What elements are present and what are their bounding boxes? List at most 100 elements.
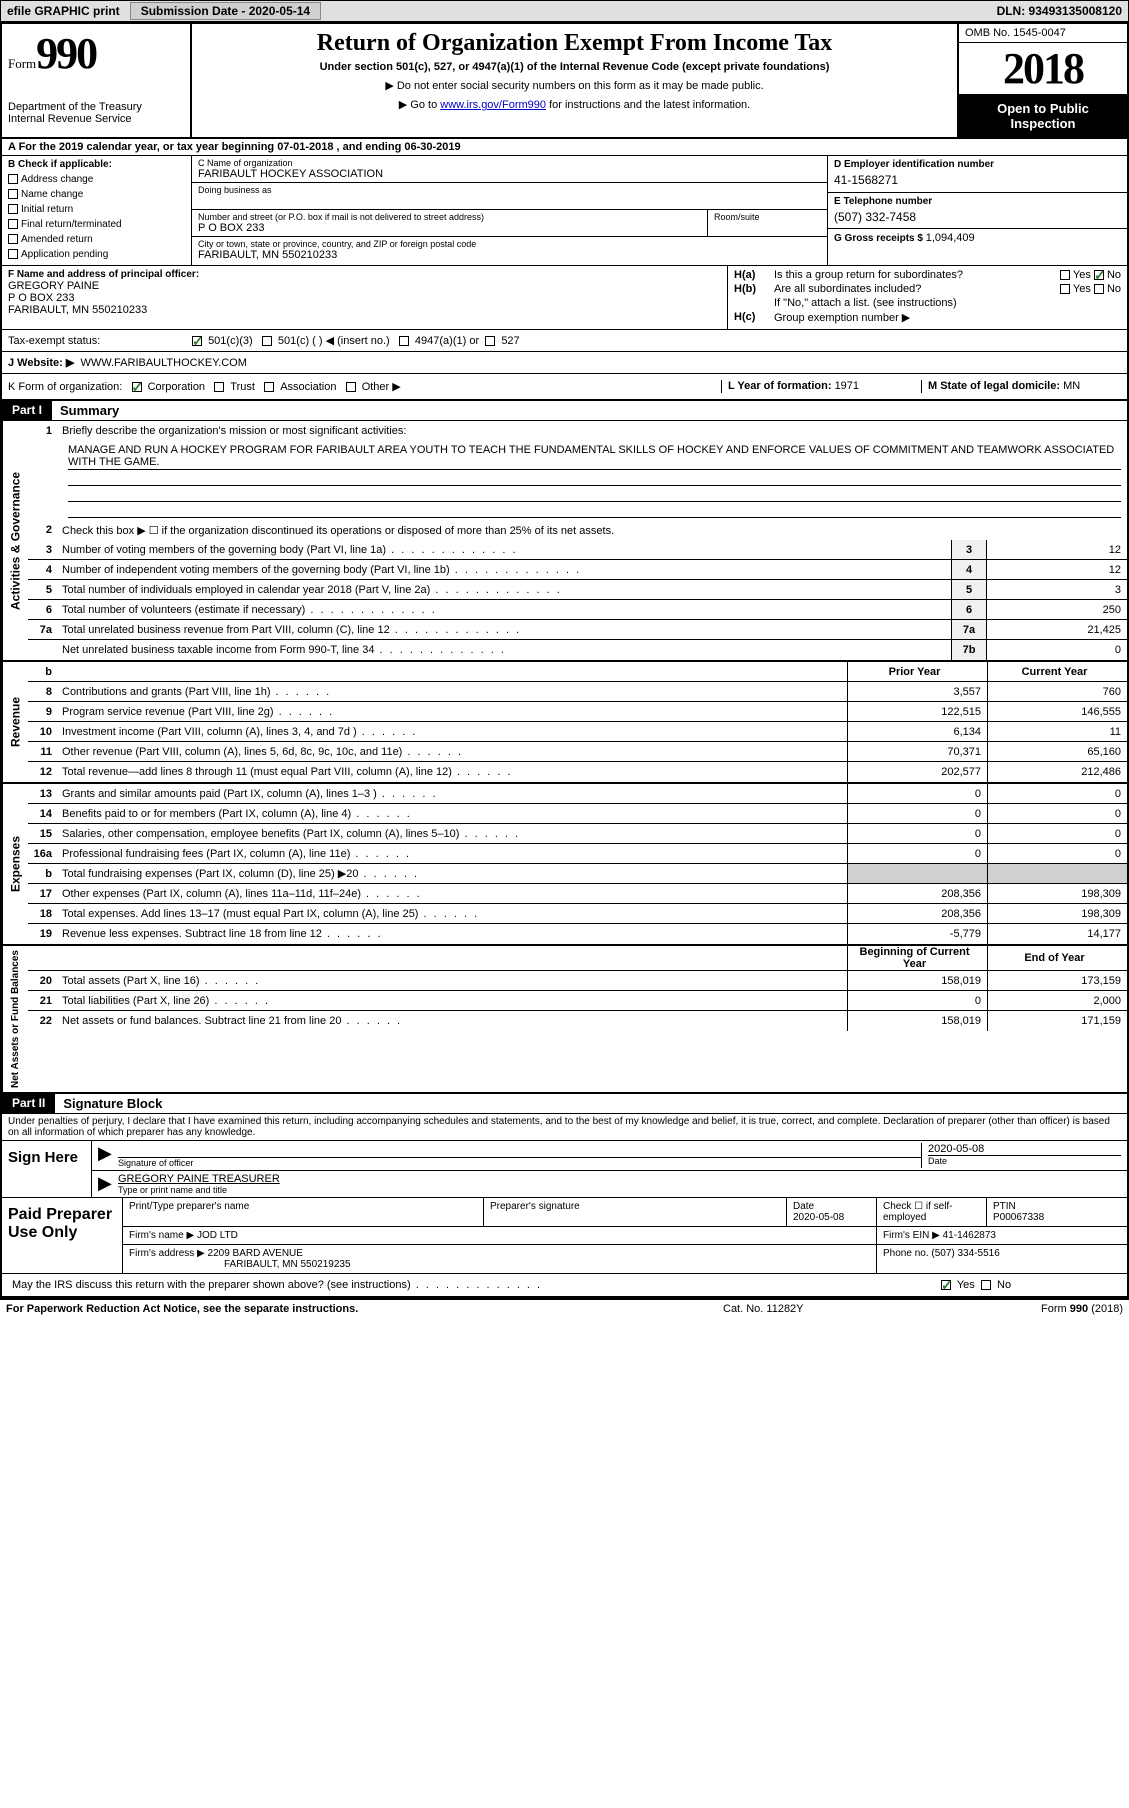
phone-value: (507) 334-5516 — [931, 1248, 999, 1259]
part2-badge: Part II — [2, 1094, 55, 1113]
chk-other[interactable] — [346, 382, 356, 392]
firm-name: JOD LTD — [197, 1230, 238, 1241]
part1-title: Summary — [52, 401, 127, 420]
hb-answer: Yes No — [1060, 283, 1121, 295]
sig-date-label: Date — [928, 1155, 1121, 1166]
part1-badge: Part I — [2, 401, 52, 420]
side-revenue: Revenue — [2, 662, 28, 782]
chk-527[interactable] — [485, 336, 495, 346]
form-word: Form — [8, 56, 36, 71]
form-title: Return of Organization Exempt From Incom… — [200, 30, 949, 57]
revenue-section: Revenue b Prior Year Current Year 8Contr… — [2, 662, 1127, 784]
ein-value: 41-1568271 — [834, 173, 1121, 187]
expenses-section: Expenses 13Grants and similar amounts pa… — [2, 784, 1127, 946]
submission-date-button[interactable]: Submission Date - 2020-05-14 — [130, 2, 321, 20]
table-row: Net unrelated business taxable income fr… — [28, 640, 1127, 660]
signature-officer-label: Signature of officer — [118, 1157, 921, 1168]
table-row: 15Salaries, other compensation, employee… — [28, 824, 1127, 844]
form-ref: Form 990 (2018) — [923, 1303, 1123, 1315]
form-number: 990 — [36, 29, 96, 78]
section-b-c-d: B Check if applicable: Address change Na… — [2, 156, 1127, 266]
chk-4947[interactable] — [399, 336, 409, 346]
hb-note: If "No," attach a list. (see instruction… — [774, 297, 1121, 309]
officer-addr1: P O BOX 233 — [8, 292, 721, 304]
irs-link[interactable]: www.irs.gov/Form990 — [440, 99, 546, 111]
net-assets-section: Net Assets or Fund Balances Beginning of… — [2, 946, 1127, 1094]
website-value: WWW.FARIBAULTHOCKEY.COM — [80, 357, 246, 369]
col-h-group: H(a) Is this a group return for subordin… — [727, 266, 1127, 329]
firm-ein: 41-1462873 — [943, 1230, 996, 1241]
ha-label: H(a) — [734, 269, 774, 281]
chk-name-change[interactable]: Name change — [8, 187, 185, 202]
pp-name-label: Print/Type preparer's name — [129, 1201, 477, 1212]
hdr-beginning-year: Beginning of Current Year — [847, 946, 987, 970]
table-row: 19Revenue less expenses. Subtract line 1… — [28, 924, 1127, 944]
chk-corp[interactable] — [132, 382, 142, 392]
chk-assoc[interactable] — [264, 382, 274, 392]
dba-label: Doing business as — [198, 185, 821, 195]
discuss-question: May the IRS discuss this return with the… — [8, 1277, 941, 1293]
table-row: 12Total revenue—add lines 8 through 11 (… — [28, 762, 1127, 782]
table-row: 20Total assets (Part X, line 16)158,0191… — [28, 971, 1127, 991]
note-ssn: ▶ Do not enter social security numbers o… — [200, 79, 949, 92]
gross-value: 1,094,409 — [926, 232, 975, 244]
signer-name-title: GREGORY PAINE TREASURER — [118, 1173, 1121, 1185]
chk-initial-return[interactable]: Initial return — [8, 202, 185, 217]
table-row: 6Total number of volunteers (estimate if… — [28, 600, 1127, 620]
row-a-tax-year: A For the 2019 calendar year, or tax yea… — [2, 139, 1127, 156]
section-f-h: F Name and address of principal officer:… — [2, 266, 1127, 330]
hb-label: H(b) — [734, 283, 774, 295]
side-activities-governance: Activities & Governance — [2, 421, 28, 660]
chk-501c[interactable] — [262, 336, 272, 346]
part2-title: Signature Block — [55, 1094, 170, 1113]
sign-here-label: Sign Here — [2, 1141, 92, 1197]
chk-amended-return[interactable]: Amended return — [8, 232, 185, 247]
pp-date-label: Date — [793, 1201, 870, 1212]
chk-address-change[interactable]: Address change — [8, 172, 185, 187]
chk-501c3[interactable] — [192, 336, 202, 346]
side-expenses: Expenses — [2, 784, 28, 944]
ha-text: Is this a group return for subordinates? — [774, 269, 1060, 281]
top-toolbar: efile GRAPHIC print Submission Date - 20… — [0, 0, 1129, 22]
sig-date-value: 2020-05-08 — [928, 1143, 1121, 1155]
hc-text: Group exemption number ▶ — [774, 311, 1121, 324]
chk-trust[interactable] — [214, 382, 224, 392]
chk-final-return[interactable]: Final return/terminated — [8, 217, 185, 232]
paid-preparer-label: Paid Preparer Use Only — [2, 1198, 122, 1273]
form-subtitle: Under section 501(c), 527, or 4947(a)(1)… — [200, 61, 949, 73]
table-row: 13Grants and similar amounts paid (Part … — [28, 784, 1127, 804]
row-j-website: J Website: ▶ WWW.FARIBAULTHOCKEY.COM — [2, 352, 1127, 374]
year-formation: 1971 — [835, 380, 859, 392]
org-name: FARIBAULT HOCKEY ASSOCIATION — [198, 168, 821, 180]
chk-application-pending[interactable]: Application pending — [8, 247, 185, 262]
row-i-tax-status: Tax-exempt status: 501(c)(3) 501(c) ( ) … — [2, 330, 1127, 352]
signature-block: Under penalties of perjury, I declare th… — [2, 1114, 1127, 1298]
col-b-header: B Check if applicable: — [8, 159, 185, 170]
firm-addr2: FARIBAULT, MN 550219235 — [224, 1259, 351, 1270]
firm-addr-label: Firm's address ▶ — [129, 1248, 205, 1259]
table-row: 9Program service revenue (Part VIII, lin… — [28, 702, 1127, 722]
ptin-value: P00067338 — [993, 1212, 1121, 1223]
col-b-checkboxes: B Check if applicable: Address change Na… — [2, 156, 192, 265]
table-row: 11Other revenue (Part VIII, column (A), … — [28, 742, 1127, 762]
discuss-yes[interactable] — [941, 1280, 951, 1290]
header-right: OMB No. 1545-0047 2018 Open to Public In… — [957, 24, 1127, 137]
pp-sig-label: Preparer's signature — [490, 1201, 780, 1212]
side-net-assets: Net Assets or Fund Balances — [2, 946, 28, 1092]
table-row: 7aTotal unrelated business revenue from … — [28, 620, 1127, 640]
pp-self-employed[interactable]: Check ☐ if self-employed — [877, 1198, 987, 1226]
officer-name: GREGORY PAINE — [8, 280, 721, 292]
tel-value: (507) 332-7458 — [834, 210, 1121, 224]
discuss-no[interactable] — [981, 1280, 991, 1290]
table-row: 21Total liabilities (Part X, line 26)02,… — [28, 991, 1127, 1011]
dept-treasury: Department of the Treasury Internal Reve… — [8, 101, 184, 125]
line2-text: Check this box ▶ ☐ if the organization d… — [58, 522, 1127, 539]
state-domicile: MN — [1063, 380, 1080, 392]
table-row: 16aProfessional fundraising fees (Part I… — [28, 844, 1127, 864]
type-name-label: Type or print name and title — [118, 1185, 1121, 1195]
efile-label[interactable]: efile GRAPHIC print — [1, 4, 126, 18]
firm-ein-label: Firm's EIN ▶ — [883, 1230, 940, 1241]
ha-answer: Yes No — [1060, 269, 1121, 281]
officer-label: F Name and address of principal officer: — [8, 269, 721, 280]
table-row: 22Net assets or fund balances. Subtract … — [28, 1011, 1127, 1031]
